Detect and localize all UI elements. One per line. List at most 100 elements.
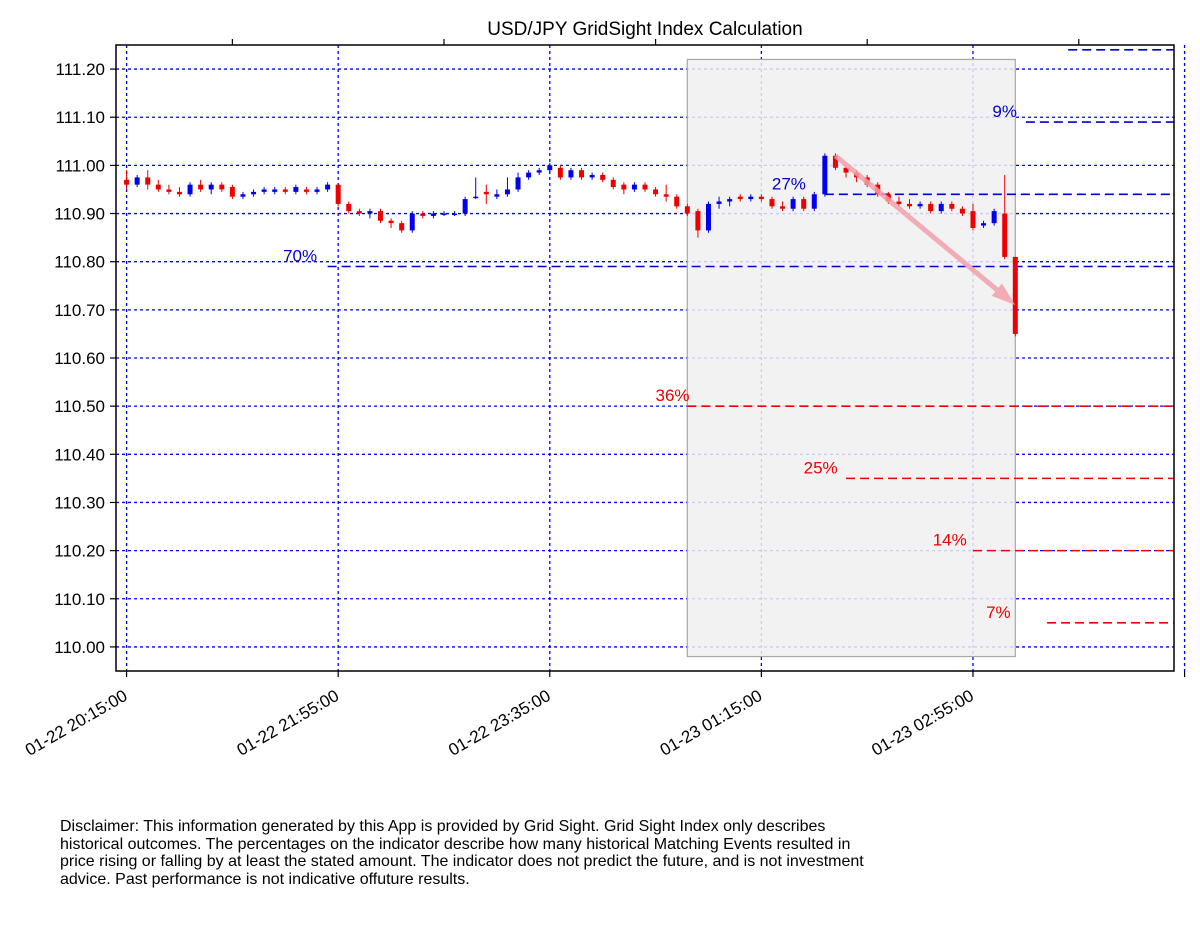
candle-body xyxy=(790,199,796,209)
candle-body xyxy=(240,194,246,197)
candle-body xyxy=(208,184,214,190)
candle-body xyxy=(314,189,320,192)
y-tick-label: 110.00 xyxy=(54,638,105,657)
candle-body xyxy=(261,189,267,192)
y-tick-label: 111.10 xyxy=(56,108,105,127)
candle-body xyxy=(367,211,373,214)
candle-body xyxy=(748,196,754,200)
candle-body xyxy=(198,184,204,190)
candle-body xyxy=(473,196,479,199)
candle-body xyxy=(409,213,415,231)
y-tick-label: 110.10 xyxy=(54,590,105,609)
candle-body xyxy=(959,208,965,214)
candle-body xyxy=(642,184,648,190)
y-tick-label: 110.70 xyxy=(54,301,105,320)
candle-body xyxy=(695,211,701,231)
candle-body xyxy=(166,189,172,192)
candle-body xyxy=(251,191,257,195)
candle-body xyxy=(134,177,140,185)
x-tick-label: 01-23 02:55:00 xyxy=(868,686,977,760)
trend-arrow-shaft xyxy=(833,153,999,292)
candle-body xyxy=(907,203,912,207)
level-label: 27% xyxy=(772,174,806,193)
grid xyxy=(116,45,1186,671)
y-tick-label: 110.40 xyxy=(54,445,105,464)
candle-body xyxy=(420,213,426,216)
x-tick-label: 01-23 01:15:00 xyxy=(657,686,766,760)
y-tick-label: 110.50 xyxy=(54,397,105,416)
candle-body xyxy=(176,191,182,195)
candle-body xyxy=(494,194,500,197)
candle-body xyxy=(378,211,383,221)
candle-body xyxy=(938,203,944,212)
candle-body xyxy=(325,184,331,190)
candle-body xyxy=(1002,213,1008,257)
candle-body xyxy=(610,179,616,188)
candle-body xyxy=(600,175,606,180)
candle-body xyxy=(452,213,458,216)
x-tick-label: 01-22 20:15:00 xyxy=(22,686,131,760)
level-label: 14% xyxy=(933,531,967,550)
candle-body xyxy=(981,223,987,226)
candle-body xyxy=(187,184,193,195)
candle-body xyxy=(801,199,807,209)
disclaimer-text: Disclaimer: This information generated b… xyxy=(60,818,864,888)
chart-title: USD/JPY GridSight Index Calculation xyxy=(487,19,802,40)
candle-body xyxy=(282,189,288,192)
candle-body xyxy=(219,184,225,190)
candle-body xyxy=(663,194,669,197)
candle-body xyxy=(674,196,680,207)
candle-body xyxy=(229,187,235,197)
candle-body xyxy=(917,203,923,207)
candle-body xyxy=(515,177,521,190)
candle-body xyxy=(822,155,828,195)
candle-body xyxy=(991,211,997,224)
candle-body xyxy=(335,184,341,204)
candle-body xyxy=(462,199,468,214)
y-tick-label: 111.00 xyxy=(56,156,105,175)
shaded-window-rect xyxy=(686,58,1016,658)
y-tick-label: 110.20 xyxy=(54,542,105,561)
candle-body xyxy=(441,213,447,216)
candle-body xyxy=(949,203,955,209)
candle-body xyxy=(293,187,299,192)
y-tick-label: 110.60 xyxy=(54,349,105,368)
y-tick-label: 111.20 xyxy=(56,60,105,79)
trend-arrow xyxy=(833,153,1016,306)
level-label: 7% xyxy=(986,603,1011,622)
y-tick-label: 110.30 xyxy=(54,493,105,512)
candle-body xyxy=(272,189,278,192)
candle-body xyxy=(504,189,510,195)
candle-body xyxy=(758,196,764,200)
candle-body xyxy=(843,167,849,173)
candle-body xyxy=(536,170,542,173)
candle-body xyxy=(483,191,489,195)
level-label: 9% xyxy=(992,102,1017,121)
x-tick-label: 01-22 21:55:00 xyxy=(234,686,343,760)
candle-body xyxy=(568,170,574,178)
y-tick-label: 110.80 xyxy=(54,253,105,272)
candle-body xyxy=(705,203,711,231)
trend-arrow-head xyxy=(991,283,1016,306)
candle-body xyxy=(1012,256,1018,334)
candle-body xyxy=(716,201,722,204)
level-label: 25% xyxy=(804,458,838,477)
candle-body xyxy=(811,194,817,209)
candle-body xyxy=(557,167,563,178)
candle-body xyxy=(547,165,553,171)
candle-body xyxy=(621,184,627,190)
candle-body xyxy=(631,184,637,190)
y-tick-label: 110.90 xyxy=(54,205,105,224)
candle-body xyxy=(526,172,532,178)
candle-body xyxy=(346,203,352,212)
candle-body xyxy=(928,203,934,212)
candle-body xyxy=(684,206,690,214)
candle-body xyxy=(145,177,151,185)
candle-body xyxy=(769,199,775,207)
probability-levels: 9% 27% 70% 36% 25% 14% 7% xyxy=(283,49,1174,624)
candle-body xyxy=(727,199,733,202)
candle-body xyxy=(579,170,585,178)
candle-body xyxy=(589,175,595,178)
level-label: 70% xyxy=(283,247,317,266)
x-tick-label: 01-22 23:35:00 xyxy=(445,686,554,760)
